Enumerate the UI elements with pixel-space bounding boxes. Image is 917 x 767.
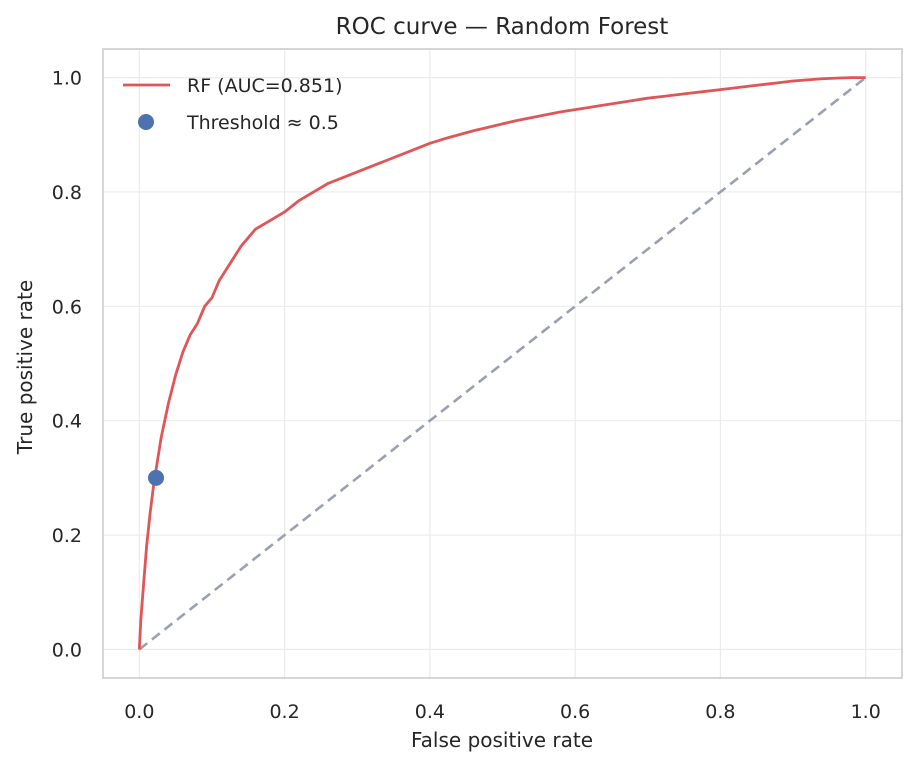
chance-diagonal-line	[138, 76, 867, 651]
y-tick-label: 0.8	[52, 182, 82, 204]
x-tick-label: 0.8	[705, 701, 735, 723]
plot-area-frame	[102, 48, 903, 679]
x-tick-label: 1.0	[851, 701, 881, 723]
grid-lines	[103, 49, 902, 678]
y-tick-label: 0.2	[52, 525, 82, 547]
y-tick-labels: 0.0 0.2 0.4 0.6 0.8 1.0	[52, 68, 82, 662]
legend-label-threshold: Threshold ≈ 0.5	[186, 112, 339, 134]
legend: RF (AUC=0.851) Threshold ≈ 0.5	[123, 75, 342, 134]
series-layer	[137, 76, 867, 651]
legend-point-swatch	[138, 114, 154, 130]
chart-title: ROC curve — Random Forest	[336, 14, 669, 40]
y-tick-label: 0.4	[52, 411, 82, 433]
x-tick-labels: 0.0 0.2 0.4 0.6 0.8 1.0	[124, 701, 881, 723]
y-tick-label: 0.6	[52, 296, 82, 318]
x-tick-label: 0.6	[560, 701, 590, 723]
x-tick-label: 0.0	[124, 701, 154, 723]
x-tick-label: 0.2	[269, 701, 299, 723]
x-axis-label: False positive rate	[411, 728, 593, 752]
x-tick-label: 0.4	[415, 701, 445, 723]
roc-curve-line	[137, 76, 866, 650]
threshold-point	[148, 469, 165, 486]
y-axis-label: True positive rate	[13, 280, 37, 455]
y-tick-label: 1.0	[52, 68, 82, 90]
legend-label-rf: RF (AUC=0.851)	[187, 75, 342, 97]
y-tick-label: 0.0	[52, 639, 82, 661]
